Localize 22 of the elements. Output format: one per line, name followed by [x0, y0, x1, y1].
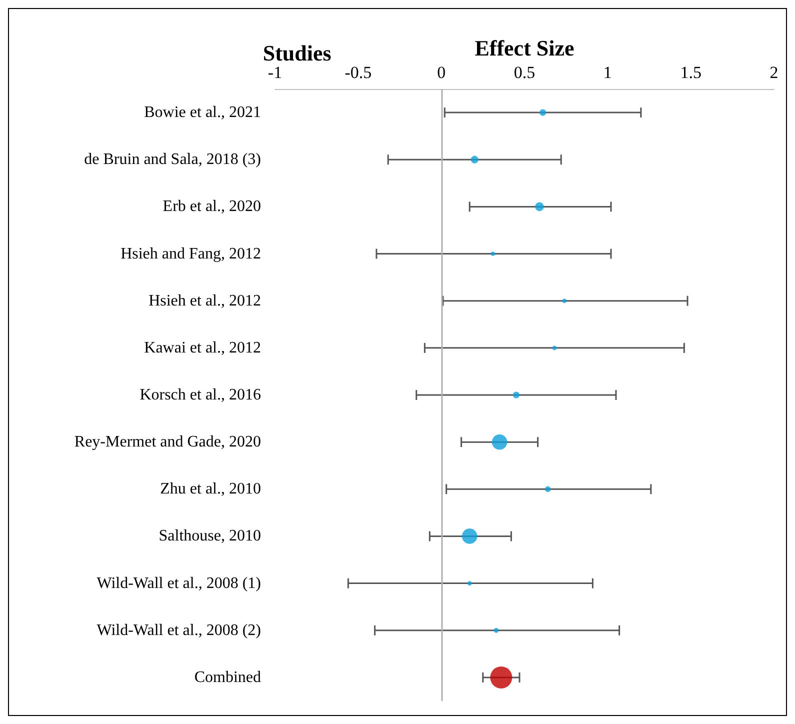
y-tick-label: Zhu et al., 2010 [160, 480, 261, 498]
x-tick-label: -1 [268, 63, 282, 82]
y-axis-title: Studies [262, 40, 332, 66]
y-tick-label: Hsieh and Fang, 2012 [120, 245, 261, 262]
y-tick-label: Combined [194, 668, 261, 686]
x-tick-label: -0.5 [344, 63, 372, 82]
y-tick-label: Korsch et al., 2016 [140, 386, 261, 404]
y-tick-label: Salthouse, 2010 [158, 528, 261, 545]
y-tick-label: Erb et al., 2020 [162, 198, 261, 216]
y-tick-label: de Bruin and Sala, 2018 (3) [84, 151, 261, 168]
y-tick-label: Wild-Wall et al., 2008 (2) [96, 622, 261, 639]
x-tick-label: 0.5 [514, 63, 536, 82]
x-tick-label: 1 [603, 63, 612, 82]
x-tick-label: 1.5 [680, 63, 702, 82]
y-tick-label: Rey-Mermet and Gade, 2020 [74, 434, 261, 451]
x-axis-title: Effect Size [474, 36, 575, 60]
x-tick-label: 0 [437, 63, 446, 82]
y-tick-label: Kawai et al., 2012 [144, 339, 261, 356]
y-tick-label: Wild-Wall et al., 2008 (1) [96, 574, 261, 592]
y-tick-label: Hsieh et al., 2012 [148, 292, 261, 310]
y-tick-label: Bowie et al., 2021 [144, 104, 261, 122]
x-tick-label: 2 [770, 63, 778, 82]
